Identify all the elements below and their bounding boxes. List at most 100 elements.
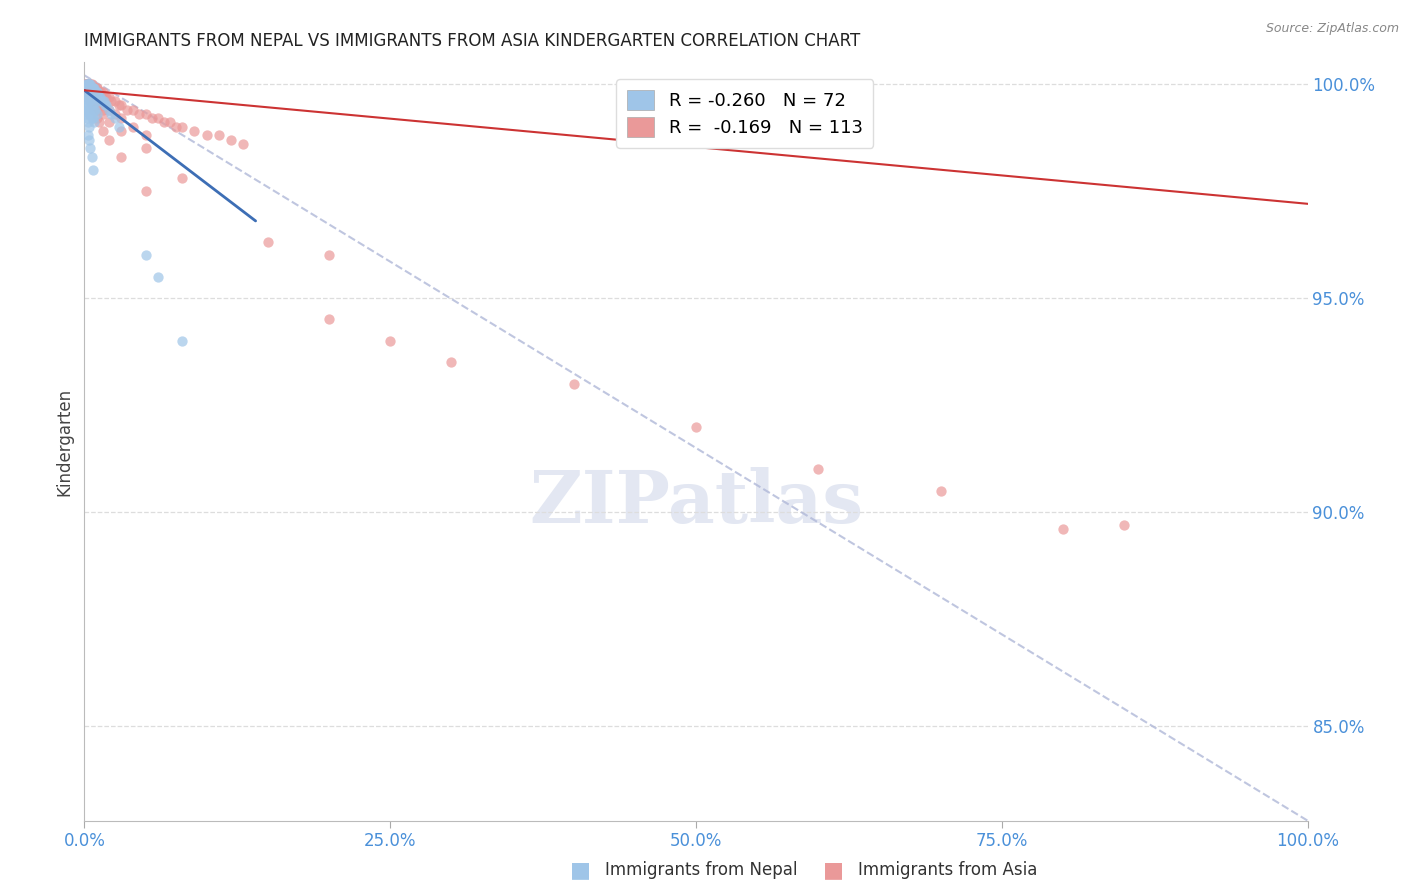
Point: [80, 89, 103, 103]
Point: [77, 77, 100, 91]
Point: [135, 141, 157, 155]
Point: [257, 235, 280, 250]
Point: [82, 81, 104, 95]
Point: [90, 86, 112, 100]
Point: [135, 107, 157, 121]
Point: [89, 89, 111, 103]
Point: [318, 248, 340, 262]
Text: Source: ZipAtlas.com: Source: ZipAtlas.com: [1265, 22, 1399, 36]
Point: [110, 124, 132, 138]
Point: [75, 81, 97, 95]
Point: [122, 103, 145, 117]
Point: [100, 107, 122, 121]
Point: [79, 77, 101, 91]
Point: [76, 77, 98, 91]
Point: [172, 120, 194, 134]
Point: [75, 86, 97, 100]
Point: [97, 132, 120, 146]
Point: [77, 77, 100, 91]
Point: [77, 81, 100, 95]
Point: [208, 128, 231, 143]
Point: [91, 103, 114, 117]
Point: [77, 89, 100, 103]
Point: [79, 77, 101, 91]
Point: [165, 120, 187, 134]
Point: [86, 107, 108, 121]
Point: [93, 89, 115, 103]
Point: [91, 107, 114, 121]
Point: [77, 77, 100, 91]
Point: [77, 81, 100, 95]
Point: [75, 77, 97, 91]
Point: [83, 81, 105, 95]
Point: [83, 98, 105, 112]
Point: [172, 334, 194, 348]
Point: [83, 89, 105, 103]
Point: [77, 103, 100, 117]
Point: [86, 86, 108, 100]
Point: [80, 86, 103, 100]
Point: [76, 81, 98, 95]
Point: [76, 111, 98, 125]
Point: [77, 120, 100, 134]
Point: [82, 81, 104, 95]
Point: [80, 98, 103, 112]
Point: [75, 77, 97, 91]
Point: [91, 86, 114, 100]
Point: [110, 150, 132, 164]
Point: [75, 81, 97, 95]
Point: [110, 98, 132, 112]
Point: [75, 107, 97, 121]
Point: [82, 111, 104, 125]
Point: [93, 94, 115, 108]
Point: [87, 115, 110, 129]
Point: [76, 77, 98, 91]
Point: [97, 115, 120, 129]
Point: [80, 81, 103, 95]
Point: [86, 81, 108, 95]
Point: [77, 107, 100, 121]
Point: [75, 94, 97, 108]
Point: [91, 94, 114, 108]
Point: [82, 103, 104, 117]
Point: [86, 86, 108, 100]
Point: [87, 89, 110, 103]
Point: [146, 111, 169, 125]
Point: [110, 111, 132, 125]
Text: ZIPatlas: ZIPatlas: [529, 467, 863, 538]
Point: [87, 86, 110, 100]
Point: [97, 103, 120, 117]
Point: [80, 77, 103, 91]
Point: [94, 89, 117, 103]
Point: [195, 128, 218, 143]
Point: [84, 81, 107, 95]
Point: [76, 81, 98, 95]
Point: [80, 111, 103, 125]
Point: [84, 103, 107, 117]
Point: [76, 89, 98, 103]
Point: [82, 81, 104, 95]
Point: [83, 86, 105, 100]
Point: [86, 89, 108, 103]
Point: [76, 86, 98, 100]
Point: [141, 111, 163, 125]
Point: [318, 312, 340, 326]
Point: [77, 77, 100, 91]
Point: [86, 94, 108, 108]
Point: [77, 86, 100, 100]
Point: [219, 132, 242, 146]
Point: [97, 89, 120, 103]
Point: [107, 120, 129, 134]
Point: [86, 103, 108, 117]
Point: [87, 86, 110, 100]
Point: [77, 77, 100, 91]
Point: [100, 94, 122, 108]
Point: [80, 81, 103, 95]
Point: [153, 115, 176, 129]
Point: [91, 124, 114, 138]
Point: [79, 86, 101, 100]
Point: [172, 171, 194, 186]
Point: [79, 81, 101, 95]
Point: [77, 81, 100, 95]
Point: [83, 103, 105, 117]
